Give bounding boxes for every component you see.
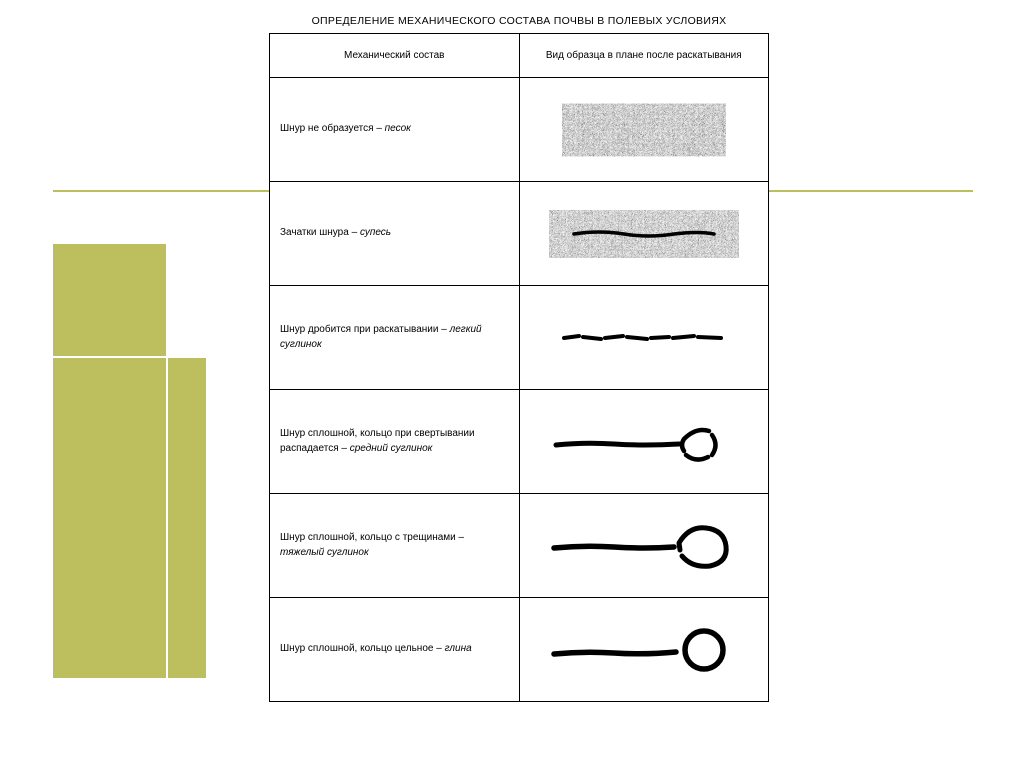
desc-italic: песок [385, 123, 411, 134]
desc-text: Шнур дробится при раскатывании – [280, 324, 450, 335]
desc-text: Шнур сплошной, кольцо с трещинами – [280, 532, 464, 543]
desc-text: Шнур сплошной, кольцо цельное – [280, 643, 445, 654]
table-row: Шнур не образуется – песок [270, 78, 769, 182]
document-content: ОПРЕДЕЛЕНИЕ МЕХАНИЧЕСКОГО СОСТАВА ПОЧВЫ … [269, 15, 769, 702]
desc-text: Шнур не образуется – [280, 123, 385, 134]
header-col1: Механический состав [270, 34, 520, 78]
desc-sandy-loam: Зачатки шнура – супесь [270, 182, 520, 286]
table-row: Шнур дробится при раскатывании – легкий … [270, 286, 769, 390]
clay-icon [544, 622, 744, 677]
sample-sandy-loam [519, 182, 769, 286]
decor-block [168, 358, 206, 678]
desc-medium-loam: Шнур сплошной, кольцо при свертывании ра… [270, 390, 520, 494]
desc-italic: средний суглинок [350, 443, 433, 454]
table-row: Шнур сплошной, кольцо цельное – глина [270, 598, 769, 702]
header-col2: Вид образца в плане после раскатывания [519, 34, 769, 78]
desc-italic: супесь [360, 227, 391, 238]
medium-loam-icon [544, 417, 744, 467]
table-row: Зачатки шнура – супесь [270, 182, 769, 286]
desc-heavy-loam: Шнур сплошной, кольцо с трещинами – тяже… [270, 494, 520, 598]
desc-italic: тяжелый суглинок [280, 547, 369, 558]
decor-block [768, 190, 973, 192]
sample-light-loam [519, 286, 769, 390]
heavy-loam-icon [544, 518, 744, 573]
light-loam-icon [549, 323, 739, 353]
table-header-row: Механический состав Вид образца в плане … [270, 34, 769, 78]
sample-sand [519, 78, 769, 182]
desc-text: Зачатки шнура – [280, 227, 360, 238]
sand-icon [559, 100, 729, 160]
table-row: Шнур сплошной, кольцо с трещинами – тяже… [270, 494, 769, 598]
table-row: Шнур сплошной, кольцо при свертывании ра… [270, 390, 769, 494]
sample-medium-loam [519, 390, 769, 494]
decor-block [53, 190, 269, 192]
decor-block [53, 358, 166, 678]
desc-light-loam: Шнур дробится при раскатывании – легкий … [270, 286, 520, 390]
desc-italic: глина [445, 643, 472, 654]
desc-clay: Шнур сплошной, кольцо цельное – глина [270, 598, 520, 702]
sandy-loam-icon [549, 204, 739, 264]
sample-clay [519, 598, 769, 702]
desc-sand: Шнур не образуется – песок [270, 78, 520, 182]
page-title: ОПРЕДЕЛЕНИЕ МЕХАНИЧЕСКОГО СОСТАВА ПОЧВЫ … [269, 15, 769, 27]
sample-heavy-loam [519, 494, 769, 598]
soil-composition-table: Механический состав Вид образца в плане … [269, 33, 769, 702]
decor-block [53, 244, 166, 356]
